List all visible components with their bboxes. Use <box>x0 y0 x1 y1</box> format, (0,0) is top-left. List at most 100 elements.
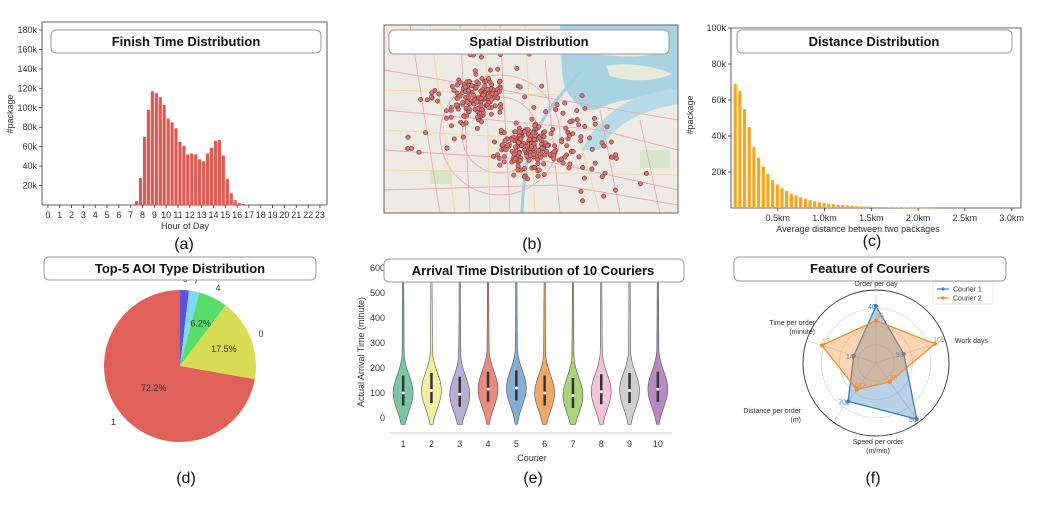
map-package-point <box>522 94 528 100</box>
a-bar <box>209 147 214 205</box>
map-package-point <box>486 105 492 111</box>
map-package-point <box>479 76 485 81</box>
map-package-point <box>486 76 492 82</box>
map-package-point <box>519 143 524 149</box>
map-package-point <box>539 83 545 89</box>
map-package-point <box>582 123 588 129</box>
map-frame <box>383 24 679 214</box>
map-package-point <box>490 154 496 159</box>
c-bar <box>831 204 836 208</box>
c-bar <box>785 190 789 208</box>
spatial-distribution-map: Spatial Distribution (b) <box>383 24 679 253</box>
c-bar <box>897 207 901 209</box>
c-bar <box>887 207 892 208</box>
map-park <box>640 150 670 168</box>
pie-slice-6 <box>180 290 190 366</box>
map-package-point <box>475 105 481 111</box>
c-bar <box>850 205 854 208</box>
map-package-point <box>613 152 619 158</box>
c-xtick-label: 2.5km <box>953 213 978 223</box>
map-package-point <box>522 129 528 135</box>
e-ytick-label: 600 <box>370 263 385 273</box>
a-ytick-label: 140k <box>17 64 37 74</box>
map-package-point <box>637 181 643 187</box>
radar-value-label: 105 <box>933 337 945 344</box>
a-ytick-label: 60k <box>22 142 37 152</box>
map-package-point <box>531 152 537 157</box>
a-ylabel: #package <box>5 94 15 133</box>
c-bar <box>930 207 934 209</box>
e-ytick-label: 0 <box>380 413 385 423</box>
c-bar <box>841 205 845 208</box>
radar-value-label: 35 <box>890 375 898 382</box>
pie-pct-label: 6.2% <box>190 319 211 329</box>
a-xlabel: Hour of Day <box>161 221 210 231</box>
c-ytick-label: 40k <box>711 131 726 141</box>
c-title-box <box>736 29 1013 54</box>
map-package-point <box>554 102 560 108</box>
e-ytick-label: 100 <box>370 388 385 398</box>
map-package-point <box>518 136 524 142</box>
a-ytick-label: 180k <box>17 25 37 35</box>
radar-axis-label: Distance per order (m) <box>743 408 801 424</box>
map-package-point <box>548 131 554 137</box>
map-package-point <box>563 125 569 131</box>
map-package-point <box>541 161 547 167</box>
a-xtick-label: 16 <box>232 210 242 220</box>
map-package-point <box>613 187 618 193</box>
a-xtick-label: 11 <box>173 210 182 220</box>
a-bar <box>237 203 241 205</box>
c-bar <box>920 207 924 209</box>
map-package-point <box>576 154 582 160</box>
a-ytick-label: 40k <box>22 161 37 171</box>
map-package-point <box>502 138 508 144</box>
map-package-point <box>578 189 584 194</box>
a-xtick-label: 6 <box>116 210 121 220</box>
c-bar <box>916 207 920 209</box>
a-bar <box>146 109 151 205</box>
violin-median <box>514 386 518 390</box>
map-package-point <box>517 129 523 134</box>
map-package-point <box>515 167 521 173</box>
e-ytick-label: 500 <box>370 288 385 298</box>
map-package-point <box>513 129 518 135</box>
map-package-point <box>465 88 471 94</box>
map-package-point <box>436 91 442 97</box>
map-package-point <box>454 96 460 102</box>
radar-point <box>874 304 878 309</box>
c-bar <box>813 201 817 208</box>
map-package-point <box>601 193 607 199</box>
map-package-point <box>602 170 608 176</box>
map-package-point <box>562 154 568 160</box>
map-package-point <box>560 160 566 166</box>
map-package-point <box>544 148 550 154</box>
distance-distribution-chart: 20k 40k 60k 80k 100k 0.5km 1.0km 1.5km 2.0km 2.5… <box>685 23 1024 250</box>
c-bar <box>859 206 864 208</box>
caption-f: (f) <box>865 470 880 487</box>
map-package-point <box>541 134 547 140</box>
caption-a: (a) <box>174 236 194 253</box>
c-bar <box>883 207 887 208</box>
c-bar <box>873 206 878 208</box>
map-package-point <box>451 87 457 93</box>
map-package-point <box>505 143 511 148</box>
c-bar <box>803 199 807 208</box>
map-package-point <box>482 83 488 89</box>
c-bar <box>775 184 779 208</box>
a-title: Finish Time Distribution <box>112 34 261 49</box>
map-package-point <box>503 147 509 153</box>
c-bar <box>794 195 798 208</box>
map-channel <box>582 88 678 150</box>
map-package-point <box>552 143 557 149</box>
c-bar <box>869 206 873 208</box>
pie-slice-7 <box>180 290 200 366</box>
radar-point <box>819 343 824 348</box>
map-package-point <box>488 97 494 103</box>
map-package-point <box>535 161 541 166</box>
map-island-2 <box>606 64 672 81</box>
map-package-point <box>498 105 504 111</box>
map-package-point <box>550 126 556 132</box>
map-package-point <box>485 87 491 92</box>
map-package-point <box>580 165 586 170</box>
